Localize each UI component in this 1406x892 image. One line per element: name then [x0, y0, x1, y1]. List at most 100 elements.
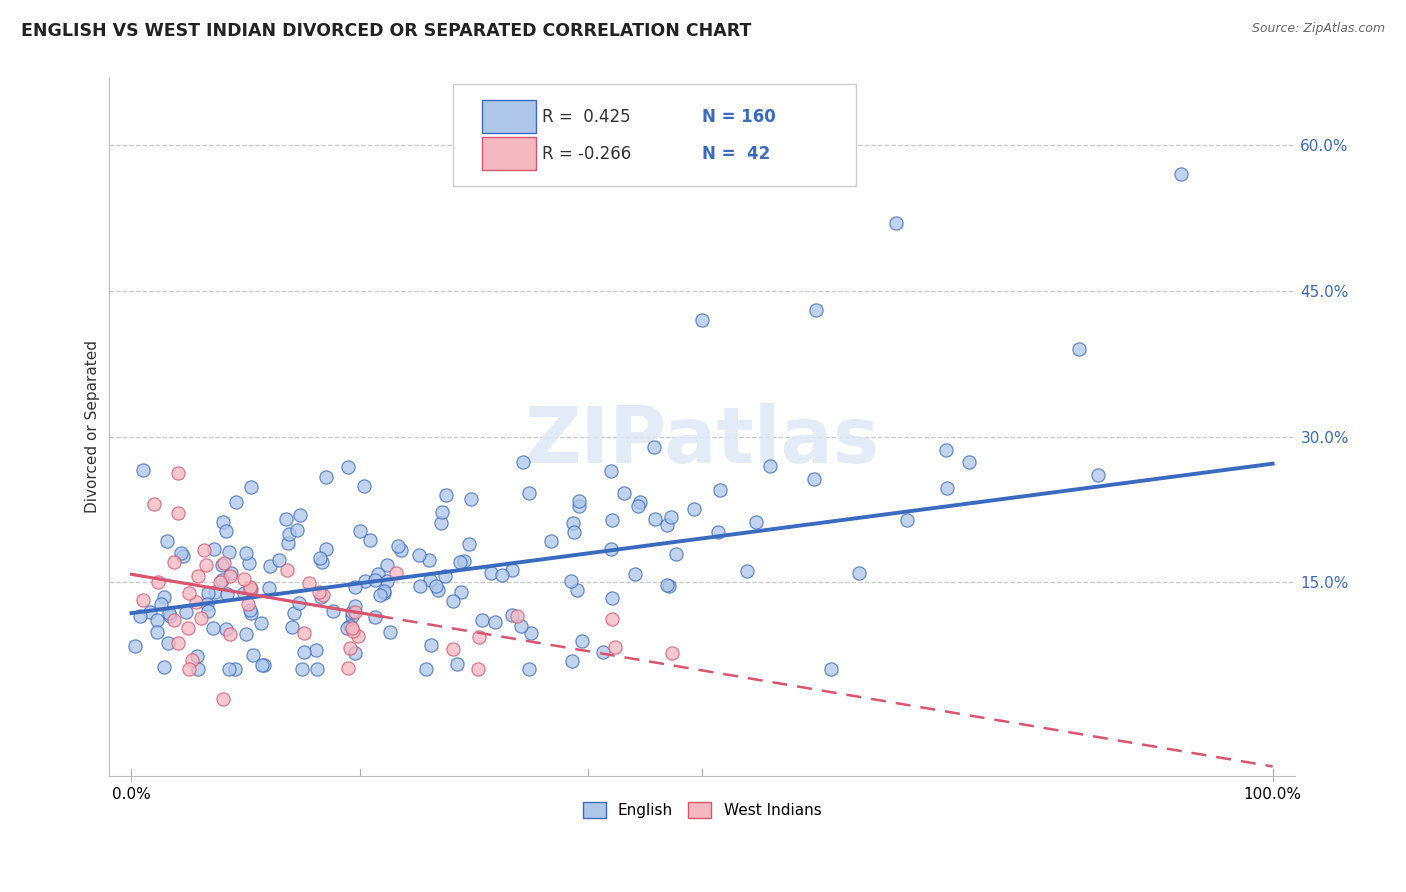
Point — [354, 574, 377, 588]
Point — [233, 572, 256, 586]
Point — [212, 515, 235, 529]
Point — [643, 440, 665, 454]
Point — [238, 556, 260, 570]
Point — [239, 582, 262, 596]
Point — [236, 597, 259, 611]
Point — [249, 616, 271, 631]
Text: R = -0.266: R = -0.266 — [541, 145, 631, 162]
Point — [298, 576, 321, 591]
Point — [343, 580, 366, 594]
Point — [1170, 168, 1192, 182]
Point — [240, 480, 263, 494]
Point — [159, 608, 181, 623]
Point — [212, 556, 235, 570]
Point — [375, 574, 398, 588]
Point — [592, 645, 614, 659]
Point — [471, 613, 494, 627]
Point — [884, 216, 907, 230]
Point — [364, 609, 387, 624]
Text: ENGLISH VS WEST INDIAN DIVORCED OR SEPARATED CORRELATION CHART: ENGLISH VS WEST INDIAN DIVORCED OR SEPAR… — [21, 22, 751, 40]
Point — [342, 624, 364, 638]
Point — [132, 462, 155, 476]
Point — [690, 313, 713, 327]
Point — [460, 491, 482, 506]
Point — [159, 606, 181, 620]
FancyBboxPatch shape — [482, 136, 536, 170]
Point — [202, 621, 225, 635]
Point — [337, 460, 360, 475]
Point — [163, 613, 186, 627]
Point — [848, 566, 870, 580]
Point — [219, 626, 242, 640]
Point — [336, 660, 359, 674]
Point — [600, 542, 623, 557]
Point — [562, 524, 585, 539]
Point — [225, 495, 247, 509]
Point — [146, 625, 169, 640]
Point — [211, 574, 233, 588]
Point — [501, 563, 523, 577]
Point — [759, 459, 782, 474]
Point — [935, 442, 957, 457]
Point — [491, 568, 513, 582]
Point — [368, 588, 391, 602]
Point — [218, 545, 240, 559]
Point — [322, 604, 344, 618]
Point — [600, 464, 623, 478]
Point — [204, 584, 226, 599]
Point — [287, 596, 309, 610]
Point — [311, 588, 333, 602]
Point — [139, 605, 162, 619]
Point — [709, 483, 731, 497]
Point — [124, 639, 146, 653]
Point — [292, 626, 315, 640]
Point — [186, 649, 208, 664]
Point — [520, 625, 543, 640]
Point — [257, 581, 280, 595]
Point — [373, 584, 395, 599]
Point — [377, 558, 399, 572]
Point — [560, 574, 582, 589]
Point — [283, 606, 305, 620]
Point — [561, 655, 583, 669]
Point — [218, 662, 240, 676]
Point — [235, 546, 257, 560]
Text: N =  42: N = 42 — [702, 145, 770, 162]
Point — [1087, 468, 1109, 483]
Point — [655, 578, 678, 592]
Point — [190, 611, 212, 625]
Point — [510, 619, 533, 633]
Point — [415, 662, 437, 676]
Point — [150, 597, 173, 611]
Point — [143, 498, 166, 512]
Point — [339, 619, 361, 633]
Point — [181, 653, 204, 667]
Point — [562, 516, 585, 530]
FancyBboxPatch shape — [453, 85, 856, 186]
Point — [177, 621, 200, 635]
Point — [308, 584, 330, 599]
Point — [267, 553, 290, 567]
Point — [179, 586, 201, 600]
Point — [1067, 342, 1090, 356]
Point — [292, 645, 315, 659]
Point — [468, 630, 491, 644]
Point — [434, 569, 457, 583]
Point — [568, 499, 591, 513]
Point — [315, 541, 337, 556]
Point — [644, 512, 666, 526]
Point — [281, 620, 304, 634]
Point — [217, 587, 239, 601]
Point — [186, 594, 208, 608]
Point — [285, 523, 308, 537]
Point — [163, 555, 186, 569]
Point — [167, 467, 190, 481]
Point — [197, 586, 219, 600]
Point — [311, 555, 333, 569]
Point — [419, 573, 441, 587]
Point — [571, 634, 593, 648]
Point — [311, 590, 333, 604]
Point — [276, 512, 298, 526]
Point — [467, 662, 489, 676]
Point — [235, 626, 257, 640]
